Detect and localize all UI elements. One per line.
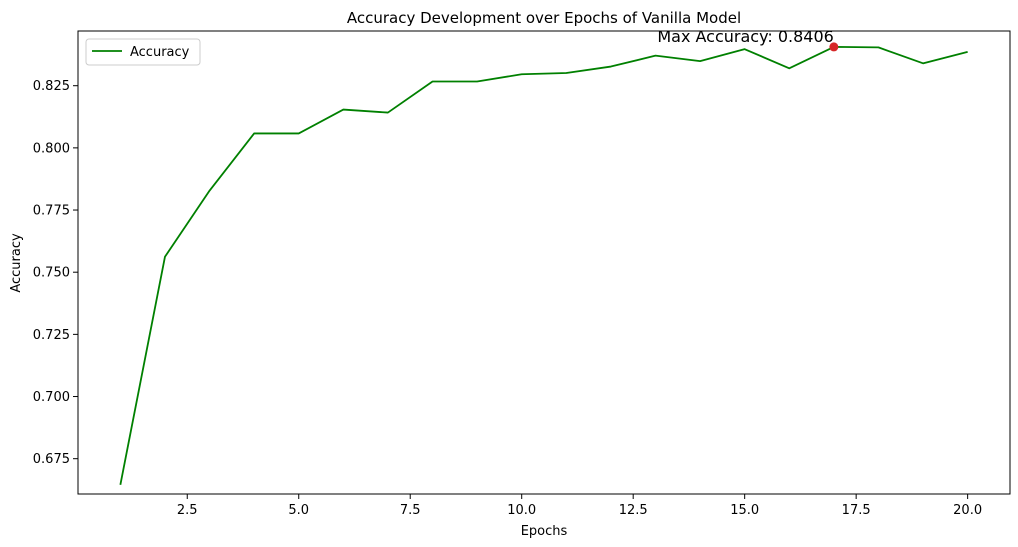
x-tick-label: 2.5 (177, 503, 198, 518)
legend-box (85, 38, 201, 66)
x-tick-label: 17.5 (842, 503, 871, 518)
series-line-accuracy (119, 46, 968, 485)
y-tick-label: 0.800 (33, 141, 70, 156)
y-tick-label: 0.775 (33, 204, 70, 219)
y-tick-label: 0.675 (33, 452, 70, 467)
legend: Accuracy (85, 38, 201, 66)
y-tick-label: 0.825 (33, 79, 70, 94)
chart-title: Accuracy Development over Epochs of Vani… (347, 9, 741, 27)
y-axis: 0.675 0.700 0.725 0.750 0.775 0.800 0.825 (33, 79, 78, 467)
max-accuracy-marker (829, 42, 839, 52)
x-tick-label: 7.5 (400, 503, 421, 518)
y-tick-label: 0.700 (33, 390, 70, 405)
x-axis: 2.5 5.0 7.5 10.0 12.5 15.0 17.5 20.0 (177, 494, 982, 518)
y-tick-label: 0.725 (33, 328, 70, 343)
legend-label: Accuracy (130, 45, 190, 60)
y-tick-label: 0.750 (33, 266, 70, 281)
plot-area (77, 30, 1011, 495)
x-tick-label: 10.0 (507, 503, 536, 518)
y-axis-label: Accuracy (9, 233, 24, 293)
max-accuracy-annotation: Max Accuracy: 0.8406 (657, 27, 834, 46)
x-tick-label: 12.5 (619, 503, 648, 518)
x-tick-label: 20.0 (953, 503, 982, 518)
x-tick-label: 5.0 (288, 503, 309, 518)
x-axis-label: Epochs (521, 524, 568, 539)
x-tick-label: 15.0 (730, 503, 759, 518)
annotation-layer: Max Accuracy: 0.8406 (657, 27, 839, 52)
series-layer (119, 46, 968, 485)
